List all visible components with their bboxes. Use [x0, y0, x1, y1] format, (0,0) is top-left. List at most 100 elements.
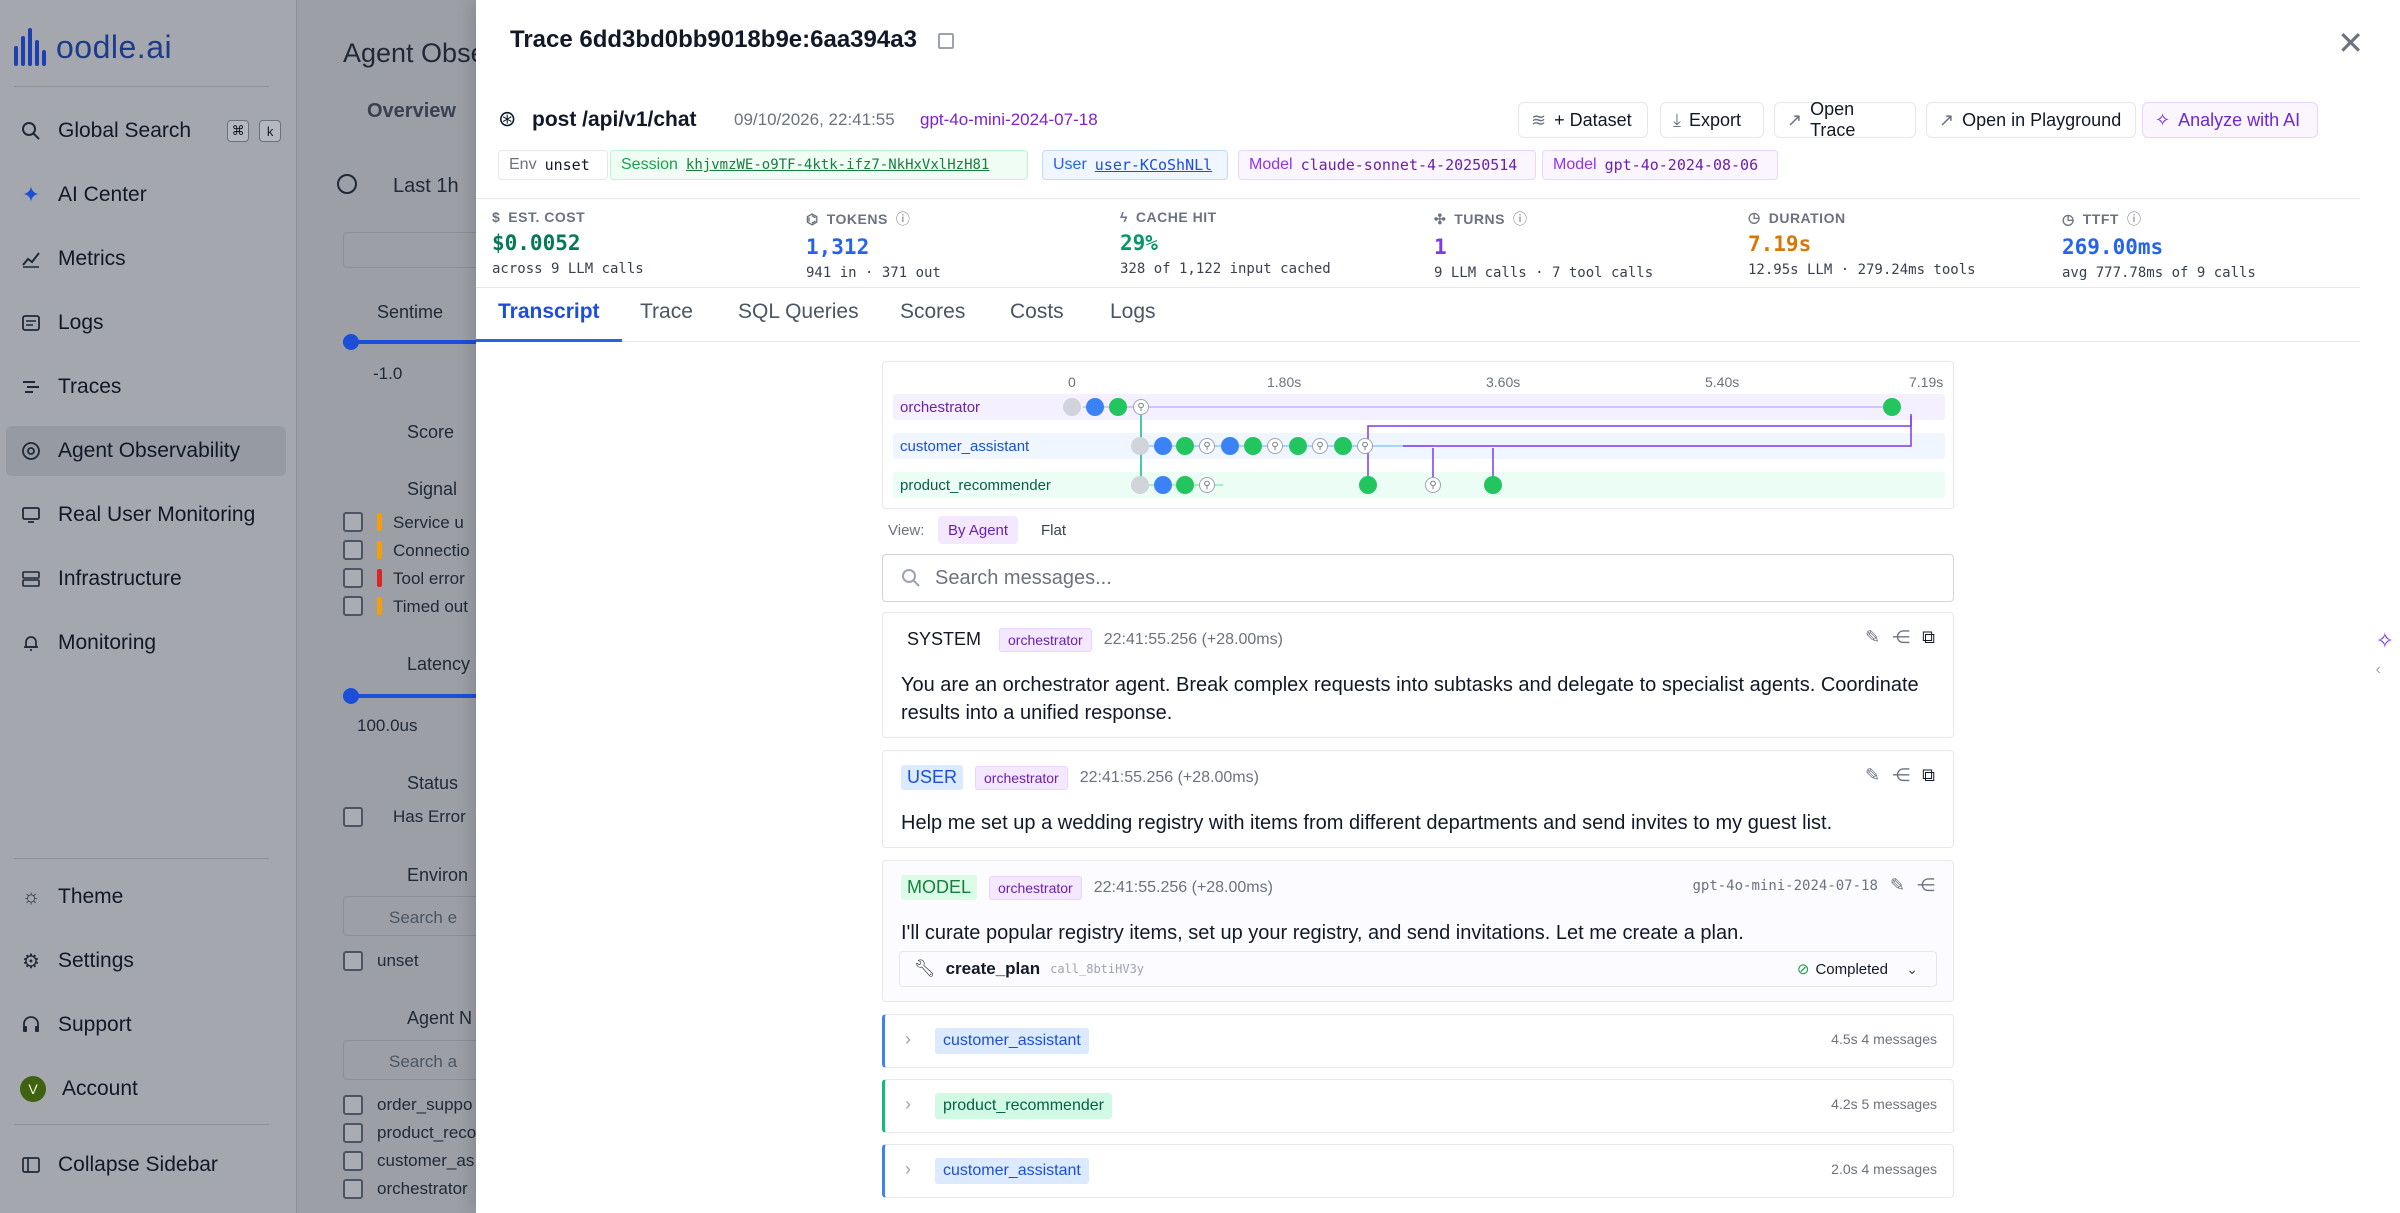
tab-sql-queries[interactable]: SQL Queries [738, 300, 859, 323]
filter-status[interactable]: Status [407, 773, 459, 793]
open-trace-button[interactable]: ↗ Open Trace [1774, 99, 1916, 140]
nav-rum[interactable]: Real User Monitoring [6, 490, 286, 540]
timeline-dot[interactable] [1176, 476, 1194, 494]
sentiment-slider[interactable] [343, 340, 477, 344]
close-icon[interactable]: ✕ [2337, 25, 2364, 61]
checkbox[interactable] [343, 512, 363, 532]
nav-agent-observability[interactable]: Agent Observability [6, 426, 286, 476]
slider-handle[interactable] [343, 688, 359, 704]
search-messages-input[interactable]: Search messages... [882, 554, 1954, 602]
tab-transcript[interactable]: Transcript [476, 300, 622, 342]
nav-metrics[interactable]: Metrics [6, 234, 286, 284]
checkbox[interactable] [343, 1151, 363, 1171]
timeline-dot[interactable] [1176, 437, 1194, 455]
tab-overview[interactable]: Overview [367, 100, 456, 122]
latency-slider[interactable] [343, 694, 477, 698]
agent-group[interactable]: › customer_assistant 2.0s 4 messages [882, 1144, 1954, 1198]
lane-product-recommender[interactable]: product_recommender [893, 472, 1945, 498]
timeline-dot[interactable] [1883, 398, 1901, 416]
filter-environment[interactable]: Environ [407, 865, 469, 885]
chip-value[interactable]: user-KCoShNLl [1094, 156, 1213, 174]
share-icon[interactable]: ⋲ [1892, 765, 1911, 785]
dataset-button[interactable]: ≋ + Dataset [1518, 102, 1648, 138]
checkbox[interactable] [343, 540, 363, 560]
logo[interactable]: oodle.ai [14, 28, 172, 66]
export-button[interactable]: ⤓ Export [1660, 102, 1764, 138]
checkbox[interactable] [343, 807, 363, 827]
model-link[interactable]: gpt-4o-mini-2024-07-18 [920, 110, 1098, 129]
tool-dot[interactable]: ⚲ [1133, 399, 1149, 415]
slider-handle[interactable] [343, 334, 359, 350]
filter-score[interactable]: Score [407, 422, 455, 442]
agent-group[interactable]: › product_recommender 4.2s 5 messages [882, 1079, 1954, 1133]
chevron-right-icon[interactable]: › [905, 1094, 911, 1114]
timeline-dot[interactable] [1063, 398, 1081, 416]
timeline-dot[interactable] [1289, 437, 1307, 455]
tab-trace[interactable]: Trace [640, 300, 693, 323]
chip-value[interactable]: khjvmzWE-o9TF-4ktk-ifz7-NkHxVxlHzH81 [685, 157, 990, 173]
share-icon[interactable]: ⋲ [1892, 627, 1911, 647]
tab-logs[interactable]: Logs [1110, 300, 1156, 323]
view-flat[interactable]: Flat [1041, 521, 1067, 539]
edit-icon[interactable]: ✎ [1865, 765, 1881, 785]
timeline-dot[interactable] [1109, 398, 1127, 416]
timeline-dot[interactable] [1484, 476, 1502, 494]
agent-search-input[interactable] [343, 1040, 477, 1080]
nav-ai-center[interactable]: ✦ AI Center [6, 170, 286, 220]
nav-traces[interactable]: Traces [6, 362, 286, 412]
edit-icon[interactable]: ✎ [1889, 875, 1905, 895]
tool-dot[interactable]: ⚲ [1267, 438, 1283, 454]
nav-logs[interactable]: Logs [6, 298, 286, 348]
timeline-dot[interactable] [1221, 437, 1239, 455]
timeline-dot[interactable] [1154, 476, 1172, 494]
nav-support[interactable]: Support [6, 1000, 286, 1050]
filter-signal[interactable]: Signal [407, 479, 458, 499]
edit-icon[interactable]: ✎ [1865, 627, 1881, 647]
nav-account[interactable]: V Account [6, 1064, 286, 1114]
timeline-dot[interactable] [1131, 476, 1149, 494]
timeline-dot[interactable] [1086, 398, 1104, 416]
nav-global-search[interactable]: Global Search ⌘ k [6, 106, 286, 156]
filter-sentiment[interactable]: Sentime [377, 302, 444, 322]
session-chip[interactable]: Session khjvmzWE-o9TF-4ktk-ifz7-NkHxVxlHz… [610, 150, 1028, 180]
nav-monitoring[interactable]: Monitoring [6, 618, 286, 668]
checkbox[interactable] [343, 1095, 363, 1115]
analyze-ai-button[interactable]: ✧ Analyze with AI [2142, 102, 2318, 138]
tool-dot[interactable]: ⚲ [1357, 438, 1373, 454]
tool-dot[interactable]: ⚲ [1312, 438, 1328, 454]
copy-icon[interactable]: ⧉ [1922, 765, 1935, 785]
tool-call-row[interactable]: 🔧︎ create_plan call_8btiHV3y ⊘ Completed … [899, 951, 1937, 987]
chevron-right-icon[interactable]: › [905, 1159, 911, 1179]
agent-group[interactable]: › customer_assistant 4.5s 4 messages [882, 1014, 1954, 1068]
time-range[interactable]: Last 1h [393, 175, 459, 197]
nav-theme[interactable]: ☼ Theme [6, 872, 286, 922]
copy-icon[interactable]: ⧉ [1922, 627, 1935, 647]
tab-scores[interactable]: Scores [900, 300, 966, 323]
checkbox[interactable] [343, 596, 363, 616]
tool-dot[interactable]: ⚲ [1199, 438, 1215, 454]
checkbox[interactable] [343, 951, 363, 971]
tool-dot[interactable]: ⚲ [1199, 477, 1215, 493]
checkbox[interactable] [343, 1123, 363, 1143]
copy-icon[interactable] [937, 32, 954, 49]
timeline-dot[interactable] [1334, 437, 1352, 455]
timeline-dot[interactable] [1359, 476, 1377, 494]
timeline-dot[interactable] [1244, 437, 1262, 455]
nav-infrastructure[interactable]: Infrastructure [6, 554, 286, 604]
filter-latency[interactable]: Latency [407, 654, 471, 674]
tab-costs[interactable]: Costs [1010, 300, 1064, 323]
nav-collapse-sidebar[interactable]: Collapse Sidebar [6, 1140, 286, 1190]
chevron-down-icon[interactable]: ⌄ [1906, 960, 1918, 977]
nav-settings[interactable]: ⚙ Settings [6, 936, 286, 986]
view-by-agent[interactable]: By Agent [938, 516, 1019, 544]
filter-agent-name[interactable]: Agent N [407, 1008, 473, 1028]
chevron-right-icon[interactable]: › [905, 1029, 911, 1049]
checkbox[interactable] [343, 568, 363, 588]
share-icon[interactable]: ⋲ [1917, 875, 1935, 895]
user-chip[interactable]: User user-KCoShNLl [1042, 150, 1228, 180]
checkbox[interactable] [343, 1179, 363, 1199]
ai-assistant-toggle-icon[interactable]: ✧ ‹ [2375, 628, 2394, 678]
open-playground-button[interactable]: ↗ Open in Playground [1926, 102, 2136, 138]
timeline-dot[interactable] [1154, 437, 1172, 455]
timeline-dot[interactable] [1131, 437, 1149, 455]
